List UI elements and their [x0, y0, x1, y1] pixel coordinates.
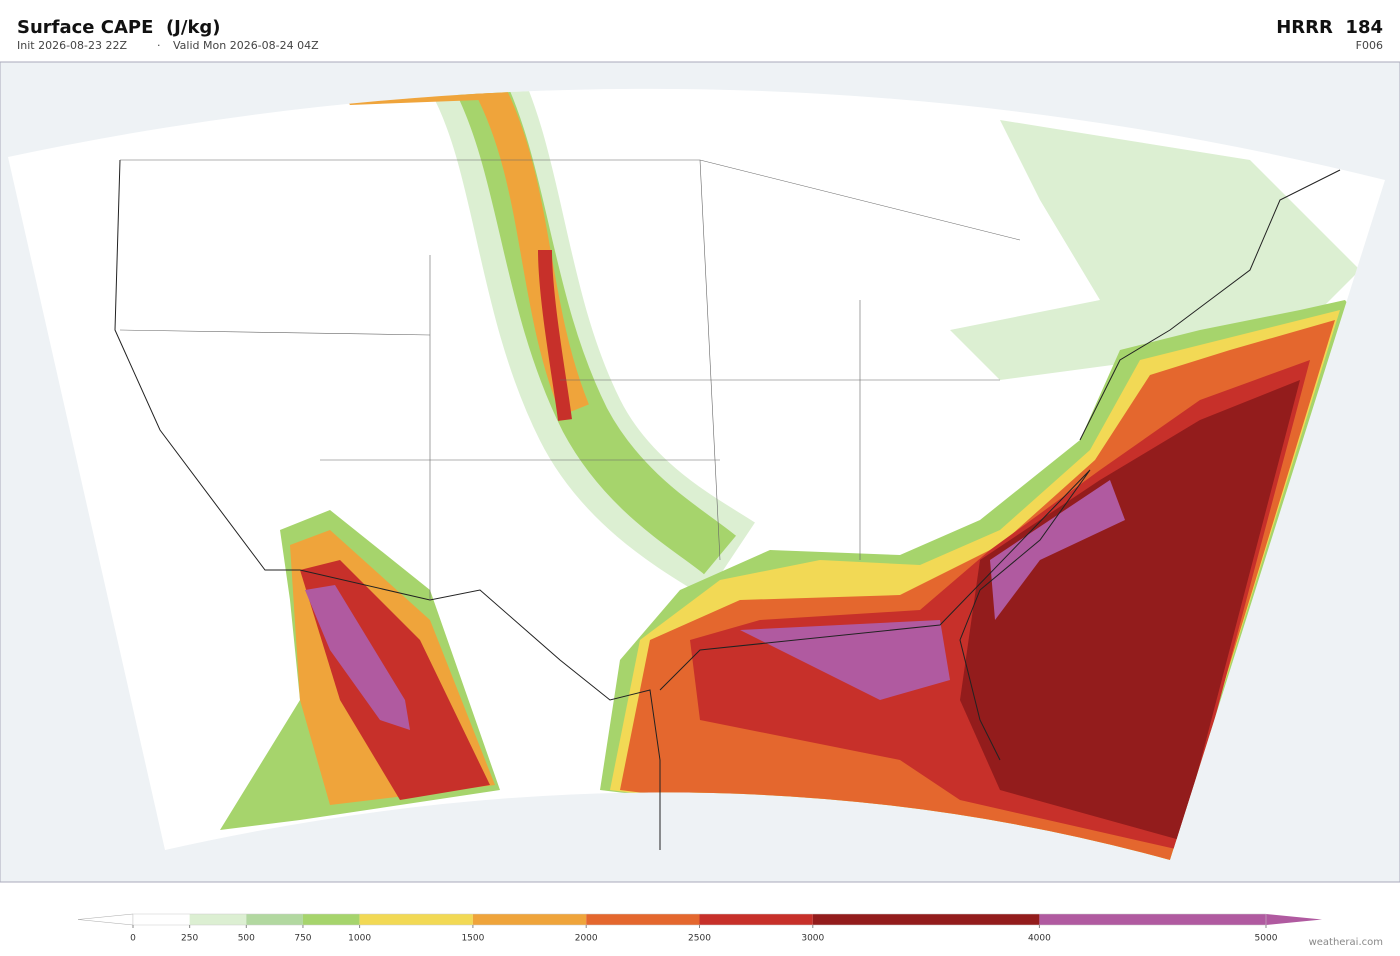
shade — [950, 120, 1360, 380]
separator: · — [157, 39, 161, 52]
valid-time: Valid Mon 2026-08-24 04Z — [173, 39, 319, 52]
colorbar-segment — [246, 914, 303, 925]
map — [0, 61, 1400, 883]
colorbar-segment — [189, 914, 247, 925]
colorbar-tick-label: 750 — [294, 934, 311, 944]
coastline — [114, 159, 1341, 850]
colorbar-tick-label: 1500 — [461, 934, 484, 944]
colorbar-tick-label: 2500 — [688, 934, 711, 944]
forecast-hour: F006 — [1356, 39, 1383, 52]
model-run: HRRR 184 — [1276, 17, 1383, 38]
colorbar-segment — [812, 914, 1040, 925]
colorbar-tick-label: 2000 — [575, 934, 598, 944]
colorbar-tick-label: 250 — [181, 934, 198, 944]
colorbar-tick-label: 3000 — [801, 934, 824, 944]
colorbar-segment — [359, 914, 473, 925]
shade — [538, 249, 572, 421]
colorbar-extend-low — [77, 913, 134, 926]
colorbar-segment — [1039, 914, 1266, 925]
colorbar-tick-label: 500 — [238, 934, 255, 944]
state-borders — [119, 159, 1021, 600]
shade — [305, 585, 410, 730]
title: Surface CAPE (J/kg) — [17, 17, 221, 38]
colorbar-extend-high — [1266, 914, 1322, 925]
cape-field — [220, 88, 1360, 860]
colorbar-tick-label: 4000 — [1028, 934, 1051, 944]
colorbar-segment — [699, 914, 813, 925]
colorbar: 0 250 500 750 1000 1500 2000 2500 3000 4000 5000 — [77, 913, 1322, 944]
colorbar-segment — [302, 914, 360, 925]
credit: weatherai.com — [1309, 937, 1383, 948]
colorbar-segment — [586, 914, 700, 925]
shade — [990, 480, 1125, 620]
colorbar-tick-label: 0 — [130, 934, 136, 944]
colorbar-tick-label: 5000 — [1255, 934, 1278, 944]
shade — [960, 380, 1300, 840]
colorbar-tick-label: 1000 — [348, 934, 371, 944]
colorbar-segment — [133, 914, 190, 925]
colorbar-segment — [472, 914, 587, 925]
init-time: Init 2026-08-23 22Z — [17, 39, 128, 52]
